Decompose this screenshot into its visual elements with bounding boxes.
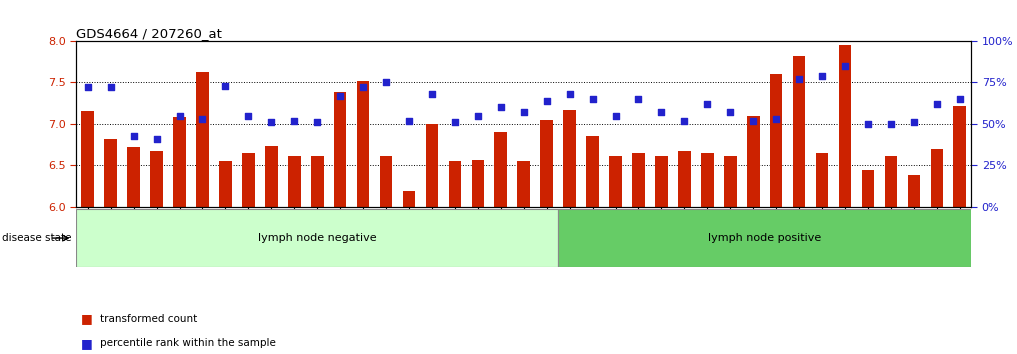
Point: [700, 101, 716, 107]
Point: [103, 85, 119, 90]
Bar: [633, 153, 645, 207]
Bar: [861, 170, 875, 207]
Point: [745, 118, 762, 124]
Bar: [770, 74, 782, 207]
Bar: [105, 139, 117, 207]
Text: lymph node negative: lymph node negative: [258, 233, 376, 243]
Point: [952, 96, 968, 102]
Bar: [81, 112, 94, 207]
Bar: [701, 153, 714, 207]
Bar: [724, 155, 736, 207]
Point: [631, 96, 647, 102]
Bar: [518, 161, 530, 207]
Bar: [540, 120, 553, 207]
Bar: [334, 92, 347, 207]
Bar: [403, 191, 415, 207]
Point: [446, 119, 463, 125]
Point: [125, 133, 141, 138]
Text: ■: ■: [81, 337, 94, 350]
Point: [194, 116, 211, 122]
Point: [883, 121, 899, 127]
Bar: [494, 132, 507, 207]
Point: [814, 73, 830, 79]
Bar: [357, 81, 369, 207]
Text: ■: ■: [81, 312, 94, 325]
Point: [401, 118, 417, 124]
Bar: [196, 72, 208, 207]
Bar: [885, 155, 897, 207]
Point: [355, 85, 371, 90]
Point: [585, 96, 601, 102]
Bar: [586, 136, 599, 207]
Point: [218, 83, 234, 88]
Point: [837, 63, 853, 69]
Point: [791, 76, 807, 82]
Bar: [816, 153, 829, 207]
Bar: [219, 161, 232, 207]
Text: lymph node positive: lymph node positive: [708, 233, 822, 243]
Point: [79, 85, 96, 90]
Point: [859, 121, 876, 127]
Point: [378, 80, 395, 85]
Bar: [558, 209, 971, 267]
Point: [561, 91, 578, 97]
Point: [148, 136, 165, 142]
Point: [286, 118, 302, 124]
Point: [240, 113, 256, 119]
Bar: [931, 149, 943, 207]
Point: [906, 119, 922, 125]
Point: [263, 119, 280, 125]
Bar: [265, 146, 278, 207]
Bar: [379, 155, 393, 207]
Point: [332, 93, 348, 98]
Point: [539, 98, 555, 103]
Bar: [127, 147, 140, 207]
Point: [470, 113, 486, 119]
Bar: [448, 161, 462, 207]
Point: [768, 116, 784, 122]
Point: [172, 113, 188, 119]
Bar: [655, 155, 668, 207]
Point: [676, 118, 693, 124]
Bar: [907, 176, 920, 207]
Point: [722, 109, 738, 115]
Point: [607, 113, 623, 119]
Point: [929, 101, 945, 107]
Text: percentile rank within the sample: percentile rank within the sample: [100, 338, 276, 348]
Bar: [76, 209, 558, 267]
Point: [424, 91, 440, 97]
Point: [492, 104, 508, 110]
Point: [516, 109, 532, 115]
Point: [309, 119, 325, 125]
Bar: [173, 117, 186, 207]
Bar: [678, 152, 691, 207]
Bar: [151, 150, 163, 207]
Point: [653, 109, 669, 115]
Bar: [311, 155, 323, 207]
Bar: [954, 105, 966, 207]
Bar: [472, 160, 484, 207]
Bar: [288, 155, 301, 207]
Bar: [242, 153, 254, 207]
Text: transformed count: transformed count: [100, 314, 197, 324]
Bar: [609, 155, 621, 207]
Bar: [563, 110, 576, 207]
Text: GDS4664 / 207260_at: GDS4664 / 207260_at: [76, 27, 222, 40]
Text: disease state: disease state: [2, 233, 71, 243]
Bar: [839, 45, 851, 207]
Bar: [793, 56, 805, 207]
Bar: [746, 116, 760, 207]
Bar: [426, 124, 438, 207]
